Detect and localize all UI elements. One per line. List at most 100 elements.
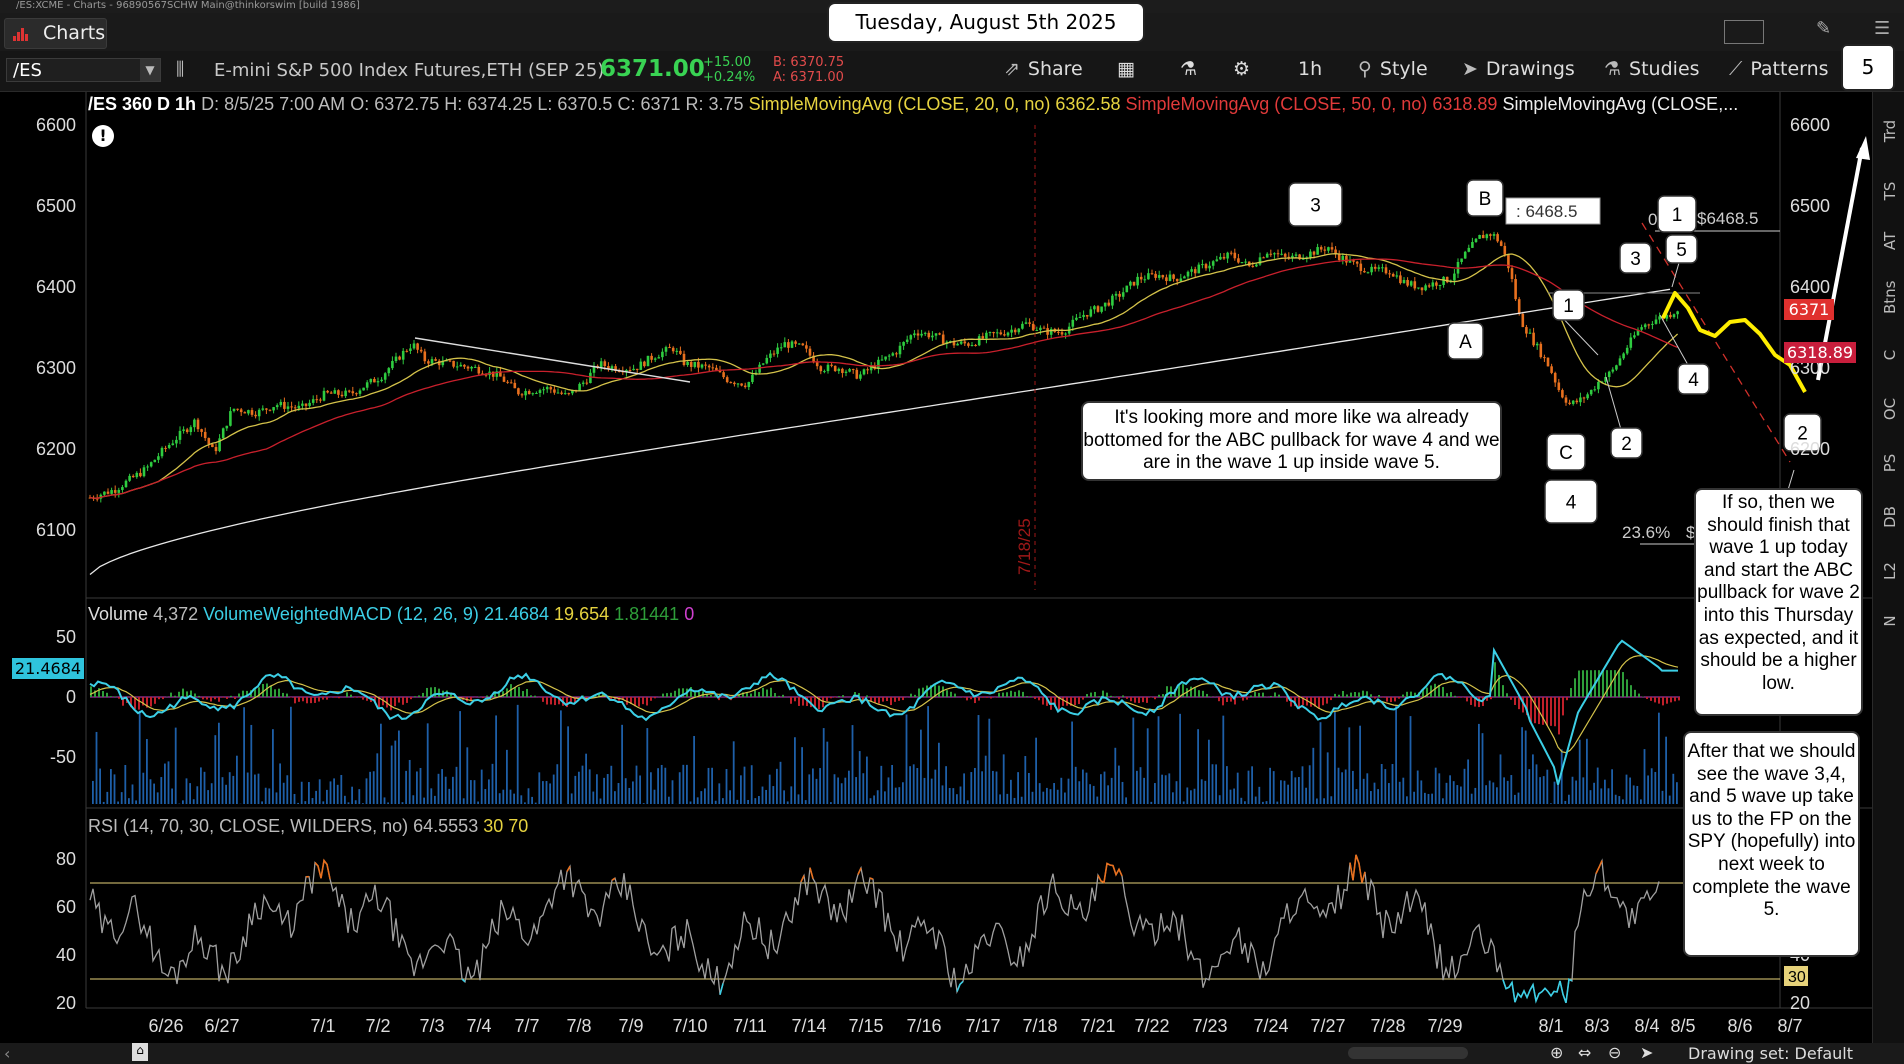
candle [247,410,250,414]
macd-hist-bar [1054,697,1056,707]
symbol-input[interactable]: /ES ▼ [6,58,161,82]
sma200-label[interactable]: SimpleMovingAvg (CLOSE,... [1502,94,1739,114]
volume-bar [1485,785,1487,804]
style-button[interactable]: ⚲ Style [1358,58,1428,80]
alert-icon[interactable]: ! [92,125,114,147]
volume-bar [754,798,757,804]
sidebar-item-btns[interactable]: Btns [1881,280,1899,315]
candle [776,347,779,354]
drawings-button[interactable]: ➤ Drawings [1462,58,1575,80]
volume-bar [1038,783,1041,804]
timeframe-button[interactable]: 1h [1298,58,1323,80]
price-study-header: /ES 360 D 1h D: 8/5/25 7:00 AM O: 6372.7… [88,94,1738,115]
volume-bar [1546,769,1549,804]
volume-label[interactable]: Volume [88,604,149,624]
sidebar-item-at[interactable]: AT [1881,231,1899,251]
trendline[interactable] [414,337,691,383]
candle [1208,265,1211,269]
drawing-set-label[interactable]: Drawing set: Default [1688,1044,1854,1063]
flexible-grid-icon[interactable]: ▦ [1117,58,1135,80]
patterns-button[interactable]: ⟋ Patterns [1729,58,1829,80]
volume-bar [128,798,130,804]
macd-hist-bar [198,695,200,697]
gear-icon[interactable]: ⚙ [1233,58,1251,80]
macd-hist-bar [1114,696,1116,697]
rsi-30-badge-label: 30 [1788,969,1806,986]
sidebar-item-db[interactable]: DB [1881,506,1899,528]
share-button[interactable]: ⇗ Share [1004,58,1083,80]
cursor-mode-icon[interactable]: ➤ [1640,1043,1654,1062]
macd-hist-bar [574,697,576,704]
macd-hist-bar [98,688,100,697]
sidebar-item-trd[interactable]: Trd [1881,119,1899,143]
sma50-line [89,258,1678,499]
volume-bar [362,803,364,804]
sidebar-item-ts[interactable]: TS [1881,181,1899,201]
flask-icon[interactable]: ⚗ [1180,58,1198,80]
candle [1255,264,1258,267]
macd-hist-bar [414,696,416,697]
change-value: +15.00 [703,55,752,70]
sidebar-item-oc[interactable]: OC [1881,397,1899,421]
scroll-left-icon[interactable]: ‹ [4,1044,11,1063]
candle [1057,331,1060,333]
scroll-home-icon[interactable]: ⌂ [132,1043,148,1061]
candle [1136,276,1139,286]
candle [185,429,189,433]
volume-bar [516,704,519,804]
studies-button[interactable]: ⚗ Studies [1604,58,1700,80]
fib-bottom-label: 23.6% [1622,523,1670,542]
layout-box-icon[interactable] [1724,20,1764,44]
sidebar-item-n[interactable]: N [1881,615,1899,627]
macd-hist-bar [382,697,384,706]
volume-bar [1542,776,1545,804]
rsi-label[interactable]: RSI (14, 70, 30, CLOSE, WILDERS, no) [88,816,409,836]
sidebar-item-c[interactable]: C [1881,349,1899,361]
macd-hist-bar [298,697,300,702]
volume-bar [639,775,641,804]
zoom-out-icon[interactable]: ⊖ [1608,1043,1622,1062]
candle [610,366,614,369]
macd-hist-bar [630,697,632,705]
volume-bar [1301,766,1304,804]
candle [484,374,488,376]
sidebar-item-ps[interactable]: PS [1881,453,1899,473]
bar-range: R: 3.75 [685,94,744,114]
macd-hist-bar [1506,693,1508,697]
link-icon[interactable]: ⫼ [176,59,185,80]
volume-bar [1359,725,1361,804]
candle [1366,272,1370,274]
macd-hist-bar [930,685,932,697]
sma50-label[interactable]: SimpleMovingAvg (CLOSE, 50, 0, no) [1125,94,1428,114]
volume-bar [304,801,307,804]
candle [272,407,275,411]
horizontal-scrollbar[interactable] [1348,1047,1468,1059]
macd-hist-bar [450,692,452,697]
chevron-down-icon[interactable]: ▼ [140,59,160,81]
menu-icon[interactable]: ☰ [1874,18,1891,39]
candle [977,336,981,346]
volume-bar [1175,781,1178,804]
sma20-label[interactable]: SimpleMovingAvg (CLOSE, 20, 0, no) [748,94,1051,114]
candle [319,399,322,401]
rsi-oversold-value: 30 [483,816,504,836]
macd-hist-bar [1046,697,1048,706]
candle [423,351,427,362]
volume-bar [1049,789,1052,804]
pin-icon[interactable]: ✎ [1816,18,1832,39]
macd-hist-bar [142,697,144,706]
volume-bar [1438,773,1441,804]
volume-bar [1370,791,1372,804]
wave-label-4-minor-box [1677,363,1710,395]
pan-icon[interactable]: ⇔ [1578,1043,1592,1062]
sidebar-item-l2[interactable]: L2 [1881,562,1899,580]
candle [1517,299,1521,314]
macd-label[interactable]: VolumeWeightedMACD (12, 26, 9) [203,604,479,624]
zoom-in-icon[interactable]: ⊕ [1550,1043,1564,1062]
candle [207,438,211,445]
charts-tab[interactable]: Charts [4,18,107,49]
macd-hist-bar [1290,697,1292,707]
rsi-overbought-segment [1097,862,1123,884]
x-axis-tick: 7/2 [365,1016,390,1036]
